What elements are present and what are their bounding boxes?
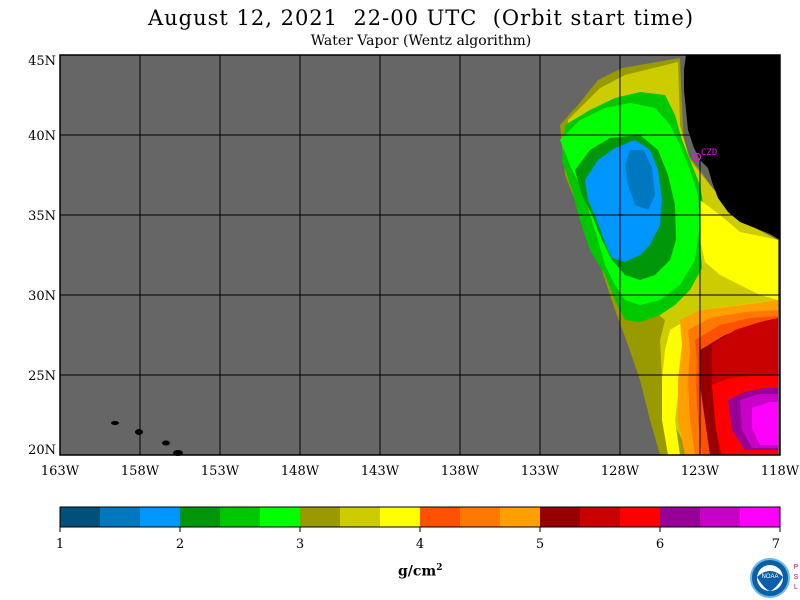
colorbar-segment xyxy=(260,507,301,527)
noaa-logo-bird xyxy=(757,571,783,591)
island-kauai xyxy=(111,421,119,425)
psl-letter-l: L xyxy=(794,584,798,591)
colorbar-tick-label: 5 xyxy=(536,537,544,552)
water-vapor-swath xyxy=(560,58,778,455)
colorbar-segment xyxy=(460,507,501,527)
lon-tick-label: 158W xyxy=(121,464,160,479)
units-base: g/cm xyxy=(398,563,437,580)
colorbar-segment xyxy=(380,507,421,527)
colorbar-segment xyxy=(140,507,181,527)
noaa-logo: NOAA P S L xyxy=(750,558,799,598)
island-maui xyxy=(162,440,170,446)
psl-letter-s: S xyxy=(794,574,799,581)
vapor-zone-blue-dark xyxy=(625,150,655,210)
colorbar-segment xyxy=(60,507,101,527)
colorbar-tick-label: 4 xyxy=(416,537,424,552)
station-marker-czd: CZD xyxy=(692,148,717,162)
colorbar-segment xyxy=(660,507,701,527)
colorbar-tick-label: 3 xyxy=(296,537,304,552)
lon-tick-label: 133W xyxy=(521,464,560,479)
lon-tick-label: 163W xyxy=(41,464,80,479)
lat-tick-label: 20N xyxy=(28,443,56,458)
psl-letter-p: P xyxy=(794,564,799,571)
colorbar-tick-label: 7 xyxy=(772,537,780,552)
colorbar-labels: 1 2 3 4 5 6 7 xyxy=(56,527,781,552)
lat-tick-label: 45N xyxy=(28,54,56,69)
lat-tick-label: 35N xyxy=(28,209,56,224)
lat-tick-label: 40N xyxy=(28,129,56,144)
lon-tick-label: 148W xyxy=(281,464,320,479)
island-oahu xyxy=(135,429,143,435)
vapor-zone-yellow xyxy=(700,200,778,300)
noaa-logo-text: NOAA xyxy=(761,574,778,580)
colorbar-segment xyxy=(220,507,261,527)
colorbar-segment xyxy=(580,507,621,527)
map-frame: CZD xyxy=(59,54,781,456)
colorbar-tick-label: 2 xyxy=(176,537,184,552)
map-title: August 12, 2021 22-00 UTC (Orbit start t… xyxy=(147,6,695,30)
colorbar-segment xyxy=(620,507,661,527)
lon-tick-label: 123W xyxy=(681,464,720,479)
lon-tick-label: 138W xyxy=(441,464,480,479)
station-label: CZD xyxy=(701,148,717,158)
lat-tick-label: 30N xyxy=(28,289,56,304)
colorbar-segment xyxy=(540,507,581,527)
colorbar-units: g/cm2 xyxy=(398,563,443,580)
latitude-labels: 45N 40N 35N 30N 25N 20N xyxy=(28,54,56,458)
map-border xyxy=(59,54,781,456)
colorbar-segment xyxy=(700,507,741,527)
station-circle xyxy=(692,152,702,162)
colorbar-segment xyxy=(300,507,341,527)
vapor-zone-bright-magenta xyxy=(752,402,778,445)
lon-tick-label: 153W xyxy=(201,464,240,479)
colorbar-segment xyxy=(500,507,541,527)
lon-tick-label: 143W xyxy=(361,464,400,479)
map-subtitle: Water Vapor (Wentz algorithm) xyxy=(310,33,532,49)
lat-tick-label: 25N xyxy=(28,369,56,384)
colorbar-segment xyxy=(100,507,141,527)
longitude-labels: 163W 158W 153W 148W 143W 138W 133W 128W 123W 118W xyxy=(41,464,800,479)
units-exponent: 2 xyxy=(436,563,443,573)
colorbar-segment xyxy=(180,507,221,527)
land-mass xyxy=(684,55,780,240)
colorbar-tick-label: 6 xyxy=(656,537,664,552)
colorbar-segment xyxy=(420,507,461,527)
lon-tick-label: 118W xyxy=(761,464,800,479)
lon-tick-label: 128W xyxy=(601,464,640,479)
colorbar-segment xyxy=(340,507,381,527)
colorbar-segment xyxy=(740,507,781,527)
colorbar-tick-label: 1 xyxy=(56,537,64,552)
colorbar xyxy=(59,506,781,528)
